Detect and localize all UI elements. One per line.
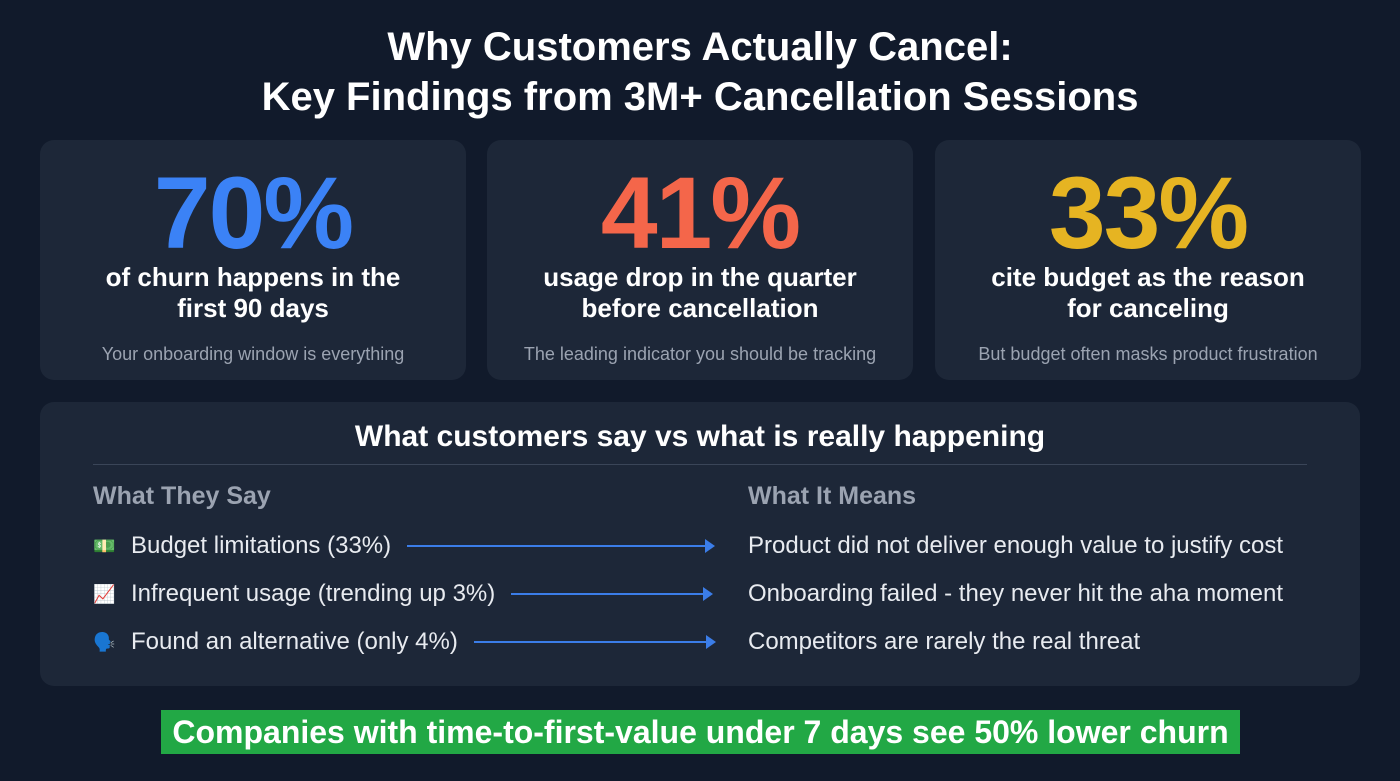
stat-card-budget: 33% cite budget as the reason for canceli… bbox=[935, 140, 1361, 380]
comparison-panel: What customers say vs what is really hap… bbox=[40, 402, 1360, 686]
say-text: Found an alternative (only 4%) bbox=[131, 628, 458, 655]
left-column-header: What They Say bbox=[93, 482, 271, 510]
page-title: Why Customers Actually Cancel: Key Findi… bbox=[0, 22, 1400, 122]
comparison-heading: What customers say vs what is really hap… bbox=[354, 420, 1046, 453]
right-column-header: What It Means bbox=[748, 482, 917, 510]
stat-description: cite budget as the reason for canceling bbox=[991, 262, 1305, 323]
arrow-right-icon bbox=[511, 587, 714, 601]
stat-value: 70% bbox=[153, 156, 354, 270]
means-text: Product did not deliver enough value to … bbox=[748, 532, 1283, 559]
title-line-1: Why Customers Actually Cancel: bbox=[387, 25, 1013, 69]
stat-caption: Your onboarding window is everything bbox=[101, 344, 405, 364]
comparison-row: 🗣️ Found an alternative (only 4%) Compet… bbox=[93, 626, 1313, 658]
chart-up-icon: 📈 bbox=[93, 583, 116, 604]
stat-caption: The leading indicator you should be trac… bbox=[523, 344, 877, 364]
comparison-row: 💵 Budget limitations (33%) Product did n… bbox=[93, 530, 1313, 562]
arrow-right-icon bbox=[407, 539, 716, 553]
title-line-2: Key Findings from 3M+ Cancellation Sessi… bbox=[261, 75, 1139, 119]
say-text: Infrequent usage (trending up 3%) bbox=[131, 580, 496, 607]
means-text: Competitors are rarely the real threat bbox=[748, 628, 1141, 655]
stat-card-usage-drop: 41% usage drop in the quarter before canc… bbox=[487, 140, 913, 380]
divider bbox=[93, 464, 1307, 465]
key-takeaway-banner: Companies with time-to-first-value under… bbox=[161, 710, 1240, 754]
comparison-row: 📈 Infrequent usage (trending up 3%) Onbo… bbox=[93, 578, 1313, 610]
stat-caption: But budget often masks product frustrati… bbox=[978, 344, 1318, 364]
speaking-head-icon: 🗣️ bbox=[93, 631, 116, 652]
arrow-right-icon bbox=[473, 635, 716, 649]
money-icon: 💵 bbox=[93, 535, 116, 556]
stat-card-churn-timing: 70% of churn happens in the first 90 days… bbox=[40, 140, 466, 380]
stat-description: of churn happens in the first 90 days bbox=[105, 262, 401, 323]
stat-value: 33% bbox=[1048, 156, 1249, 270]
stat-value: 41% bbox=[600, 156, 801, 270]
say-text: Budget limitations (33%) bbox=[131, 532, 392, 559]
means-text: Onboarding failed - they never hit the a… bbox=[748, 580, 1283, 607]
stat-description: usage drop in the quarter before cancella… bbox=[543, 262, 857, 323]
